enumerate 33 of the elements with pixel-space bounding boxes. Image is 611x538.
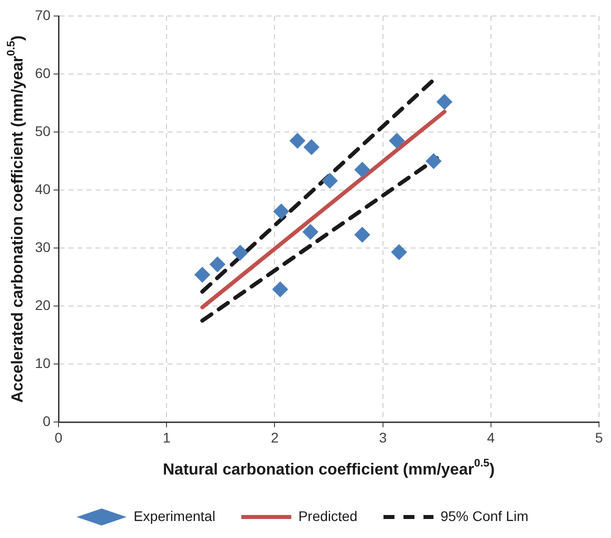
point bbox=[322, 172, 338, 189]
point bbox=[426, 153, 442, 170]
point bbox=[289, 132, 306, 149]
y-tick-label: 40 bbox=[34, 180, 51, 197]
point bbox=[272, 281, 288, 298]
y-tick-label: 50 bbox=[34, 122, 51, 139]
point bbox=[354, 226, 370, 243]
x-tick-label: 5 bbox=[595, 429, 604, 446]
legend-label: Experimental bbox=[134, 508, 216, 524]
point bbox=[388, 132, 405, 149]
point bbox=[303, 139, 320, 156]
x-tick-label: 3 bbox=[378, 429, 387, 446]
point bbox=[232, 244, 248, 261]
y-tick-label: 20 bbox=[34, 297, 51, 313]
y-tick-label: 30 bbox=[34, 238, 51, 255]
y-tick-label: 0 bbox=[42, 413, 51, 430]
y-tick-label: 70 bbox=[34, 6, 51, 23]
y-tick-label: 60 bbox=[34, 64, 51, 81]
x-tick-label: 4 bbox=[487, 429, 496, 446]
point bbox=[209, 256, 226, 272]
point bbox=[194, 266, 210, 283]
point bbox=[273, 204, 290, 220]
legend-label: Predicted bbox=[298, 508, 358, 524]
x-tick-label: 1 bbox=[162, 429, 171, 446]
y-tick-label: 10 bbox=[34, 355, 51, 372]
point bbox=[354, 162, 370, 178]
point bbox=[302, 224, 318, 240]
point bbox=[391, 244, 408, 260]
point bbox=[436, 94, 452, 110]
x-tick-label: 2 bbox=[270, 429, 279, 446]
legend-label: 95% Conf Lim bbox=[440, 508, 528, 524]
y-axis-title: Accelerated carbonation coefficient (mm/year0.5) bbox=[6, 35, 26, 403]
x-tick-label: 0 bbox=[54, 429, 63, 446]
